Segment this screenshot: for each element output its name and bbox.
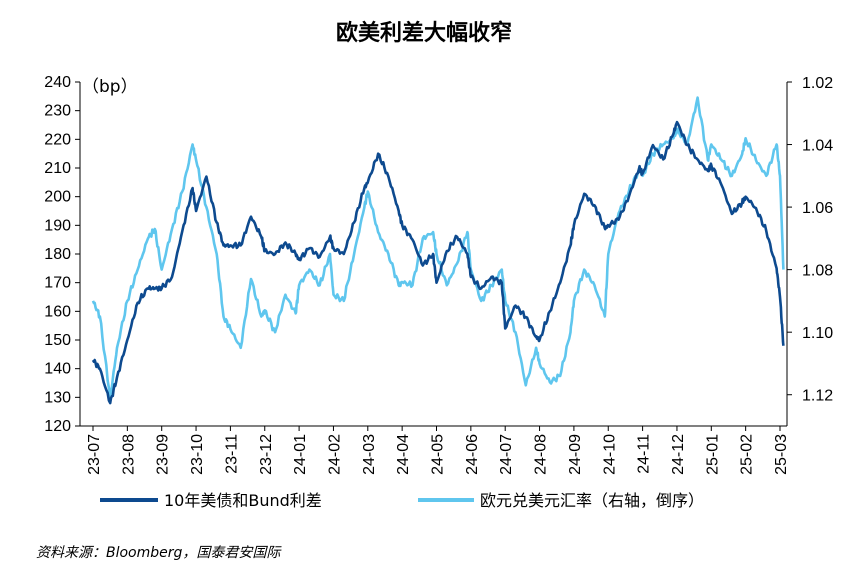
right-tick-label: 1.12 bbox=[802, 388, 833, 405]
x-tick-label: 24-05 bbox=[430, 434, 447, 475]
right-tick-label: 1.08 bbox=[802, 263, 833, 280]
x-tick-label: 24-09 bbox=[567, 434, 584, 475]
x-tick-label: 24-12 bbox=[670, 434, 687, 475]
x-tick-label: 24-07 bbox=[498, 434, 515, 475]
x-tick-label: 24-02 bbox=[326, 434, 343, 475]
x-tick-label: 23-07 bbox=[86, 434, 103, 475]
left-tick-label: 230 bbox=[44, 103, 71, 120]
left-tick-label: 120 bbox=[44, 418, 71, 435]
x-tick-label: 23-10 bbox=[189, 434, 206, 475]
x-tick-label: 24-11 bbox=[636, 434, 653, 474]
series-line-eurusd bbox=[91, 96, 785, 400]
left-axis-ticks: 120 130 140 150 160 170 180 190 200 210 220 230 240 bbox=[44, 74, 80, 435]
right-tick-label: 1.06 bbox=[802, 200, 833, 217]
chart-title: 欧美利差大幅收窄 bbox=[336, 20, 512, 46]
left-tick-label: 220 bbox=[44, 131, 71, 148]
left-tick-label: 200 bbox=[44, 189, 71, 206]
left-tick-label: 130 bbox=[44, 389, 71, 406]
x-tick-label: 23-08 bbox=[120, 434, 137, 475]
source-note: 资料来源：Bloomberg，国泰君安国际 bbox=[36, 545, 282, 561]
y-axis-unit-label: （bp） bbox=[82, 77, 138, 97]
left-tick-label: 150 bbox=[44, 332, 71, 349]
x-tick-label: 23-11 bbox=[223, 434, 240, 474]
series-line-spread bbox=[91, 120, 785, 405]
right-tick-label: 1.04 bbox=[802, 138, 833, 155]
x-tick-label: 24-03 bbox=[361, 434, 378, 475]
x-tick-label: 25-01 bbox=[704, 434, 721, 475]
left-tick-label: 210 bbox=[44, 160, 71, 177]
x-tick-label: 25-03 bbox=[773, 434, 790, 475]
x-tick-label: 25-02 bbox=[739, 434, 756, 475]
left-tick-label: 240 bbox=[44, 74, 71, 91]
right-tick-label: 1.02 bbox=[802, 75, 833, 92]
left-tick-label: 170 bbox=[44, 275, 71, 292]
series-group bbox=[91, 96, 785, 405]
x-tick-label: 23-12 bbox=[258, 434, 275, 475]
left-tick-label: 180 bbox=[44, 246, 71, 263]
legend-label-eurusd: 欧元兑美元汇率（右轴，倒序） bbox=[480, 491, 704, 510]
legend: 10年美债和Bund利差 欧元兑美元汇率（右轴，倒序） bbox=[100, 491, 704, 510]
x-tick-label: 24-10 bbox=[601, 434, 618, 475]
legend-label-spread: 10年美债和Bund利差 bbox=[164, 491, 322, 510]
x-tick-label: 24-08 bbox=[533, 434, 550, 475]
left-tick-label: 160 bbox=[44, 303, 71, 320]
right-tick-label: 1.10 bbox=[802, 325, 833, 342]
x-tick-label: 24-06 bbox=[464, 434, 481, 475]
x-tick-label: 23-09 bbox=[155, 434, 172, 475]
x-tick-label: 24-04 bbox=[395, 434, 412, 475]
right-axis-ticks: 1.02 1.04 1.06 1.08 1.10 1.12 bbox=[787, 75, 833, 405]
left-tick-label: 190 bbox=[44, 217, 71, 234]
x-axis-ticks: 23-07 23-08 23-09 23-10 23-11 23-12 24-01 24-02… bbox=[86, 426, 790, 475]
left-tick-label: 140 bbox=[44, 361, 71, 378]
x-tick-label: 24-01 bbox=[292, 434, 309, 475]
